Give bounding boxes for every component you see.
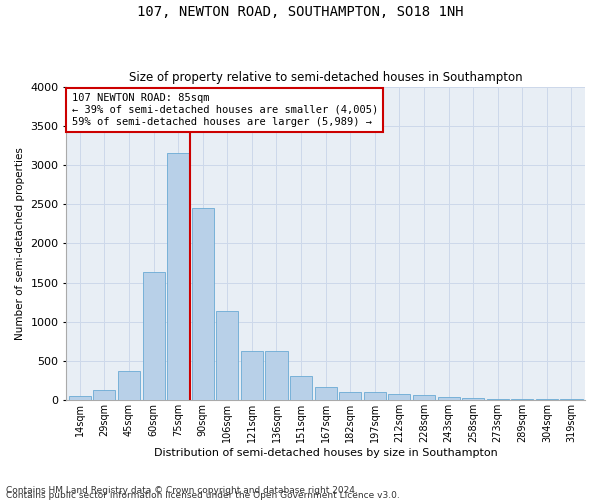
Bar <box>118 371 140 400</box>
Bar <box>413 396 435 400</box>
Y-axis label: Number of semi-detached properties: Number of semi-detached properties <box>15 147 25 340</box>
Bar <box>437 396 460 400</box>
Bar <box>69 396 91 400</box>
Bar <box>167 152 189 400</box>
Bar <box>339 392 361 400</box>
Bar <box>265 352 287 400</box>
Text: 107, NEWTON ROAD, SOUTHAMPTON, SO18 1NH: 107, NEWTON ROAD, SOUTHAMPTON, SO18 1NH <box>137 5 463 19</box>
Bar <box>191 208 214 400</box>
Bar <box>462 398 484 400</box>
Title: Size of property relative to semi-detached houses in Southampton: Size of property relative to semi-detach… <box>129 72 523 85</box>
X-axis label: Distribution of semi-detached houses by size in Southampton: Distribution of semi-detached houses by … <box>154 448 497 458</box>
Text: Contains HM Land Registry data © Crown copyright and database right 2024.: Contains HM Land Registry data © Crown c… <box>6 486 358 495</box>
Bar <box>364 392 386 400</box>
Bar <box>388 394 410 400</box>
Bar <box>216 312 238 400</box>
Bar <box>241 352 263 400</box>
Bar <box>314 386 337 400</box>
Text: Contains public sector information licensed under the Open Government Licence v3: Contains public sector information licen… <box>6 491 400 500</box>
Bar <box>290 376 312 400</box>
Bar <box>94 390 115 400</box>
Bar <box>143 272 164 400</box>
Text: 107 NEWTON ROAD: 85sqm
← 39% of semi-detached houses are smaller (4,005)
59% of : 107 NEWTON ROAD: 85sqm ← 39% of semi-det… <box>71 94 378 126</box>
Bar <box>487 399 509 400</box>
